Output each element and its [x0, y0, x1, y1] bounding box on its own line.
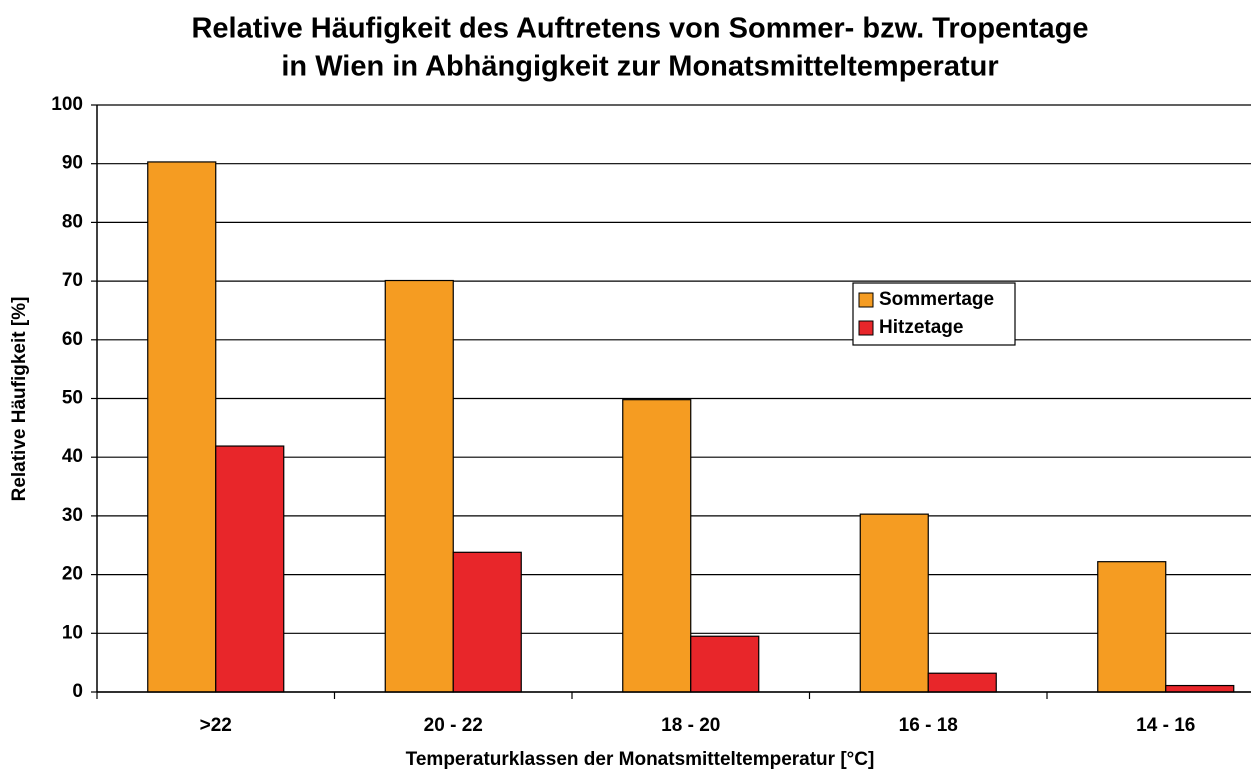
y-tick-label: 20 [62, 564, 83, 585]
y-axis-label: Relative Häufigkeit [%] [9, 297, 30, 502]
bar [1165, 684, 1235, 693]
bar [927, 672, 997, 693]
bar [859, 513, 929, 693]
y-tick-label: 100 [51, 94, 83, 115]
bar [452, 551, 522, 693]
y-tick-label: 30 [62, 505, 83, 526]
legend-label: Hitzetage [879, 317, 963, 338]
bar [690, 635, 760, 693]
y-tick-label: 70 [62, 270, 83, 291]
y-tick-label: 90 [62, 153, 83, 174]
legend-swatch [858, 320, 874, 336]
x-tick-label: 16 - 18 [899, 715, 958, 736]
chart-title: in Wien in Abhängigkeit zur Monatsmittel… [281, 51, 998, 83]
bar [622, 399, 692, 693]
x-tick-label: 18 - 20 [661, 715, 720, 736]
x-axis-label: Temperaturklassen der Monatsmitteltemper… [406, 749, 875, 770]
y-tick-label: 60 [62, 329, 83, 350]
x-tick-label: 14 - 16 [1136, 715, 1195, 736]
bar [1097, 561, 1167, 693]
y-tick-label: 80 [62, 211, 83, 232]
x-tick-label: >22 [200, 715, 232, 736]
y-tick-label: 10 [62, 622, 83, 643]
x-tick-label: 20 - 22 [424, 715, 483, 736]
legend-box [852, 282, 1016, 346]
chart-title: Relative Häufigkeit des Auftretens von S… [191, 13, 1088, 45]
y-tick-label: 40 [62, 446, 83, 467]
bar [215, 445, 285, 693]
bar [384, 279, 454, 693]
bar [147, 161, 217, 693]
legend-swatch [858, 292, 874, 308]
y-tick-label: 0 [72, 681, 83, 702]
y-tick-label: 50 [62, 388, 83, 409]
legend-label: Sommertage [879, 289, 994, 310]
